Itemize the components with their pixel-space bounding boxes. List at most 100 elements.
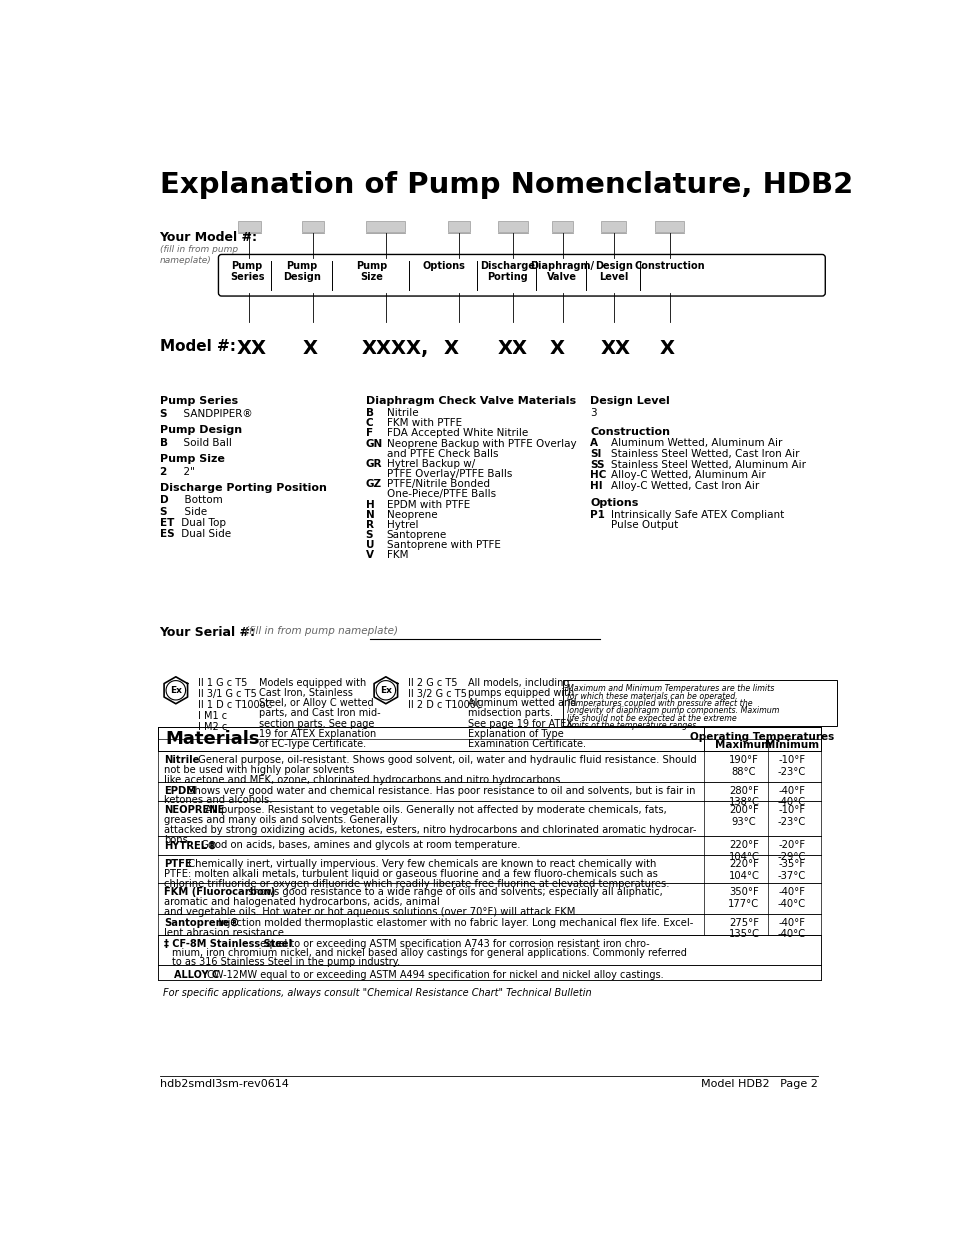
- Text: GZ: GZ: [365, 479, 381, 489]
- Text: Model HDB2   Page 2: Model HDB2 Page 2: [700, 1079, 818, 1089]
- Text: GN: GN: [365, 438, 382, 448]
- Text: SANDPIPER®: SANDPIPER®: [176, 409, 252, 419]
- Bar: [551, 221, 573, 232]
- Text: ‡ CF-8M Stainless Steel: ‡ CF-8M Stainless Steel: [164, 940, 292, 950]
- Text: 2: 2: [159, 467, 167, 477]
- Text: ES: ES: [159, 529, 174, 538]
- Text: to as 316 Stainless Steel in the pump industry.: to as 316 Stainless Steel in the pump in…: [172, 957, 399, 967]
- Text: II 2 D c T1000C: II 2 D c T1000C: [407, 700, 481, 710]
- Text: F: F: [365, 429, 373, 438]
- Text: PTFE: PTFE: [164, 860, 192, 869]
- Text: Pump
Series: Pump Series: [230, 261, 264, 283]
- Text: Construction: Construction: [590, 426, 670, 436]
- Text: chlorine trifluoride or oxygen difluoride which readily liberate free fluorine a: chlorine trifluoride or oxygen difluorid…: [164, 878, 669, 889]
- Bar: [237, 221, 261, 232]
- Text: See page 19 for ATEX: See page 19 for ATEX: [468, 719, 573, 729]
- Text: D: D: [159, 495, 168, 505]
- Text: Pump Design: Pump Design: [159, 425, 241, 435]
- FancyBboxPatch shape: [218, 254, 824, 296]
- Text: Ex: Ex: [379, 685, 392, 695]
- Text: Steel, or Alloy C wetted: Steel, or Alloy C wetted: [258, 698, 373, 709]
- Text: Examination Certificate.: Examination Certificate.: [468, 739, 585, 748]
- Text: and PTFE Check Balls: and PTFE Check Balls: [386, 448, 497, 458]
- Text: Your Model #:: Your Model #:: [159, 231, 257, 245]
- Text: aromatic and halogenated hydrocarbons, acids, animal: aromatic and halogenated hydrocarbons, a…: [164, 897, 439, 906]
- Text: Explanation of Type: Explanation of Type: [468, 729, 563, 739]
- Text: Aluminum wetted and: Aluminum wetted and: [468, 698, 576, 709]
- Text: -35°F
-37°C: -35°F -37°C: [777, 860, 805, 881]
- Bar: [158, 802, 821, 836]
- Text: Ex: Ex: [170, 685, 182, 695]
- Text: Side: Side: [178, 506, 207, 516]
- Text: Construction: Construction: [634, 261, 704, 270]
- Text: Shows very good water and chemical resistance. Has poor resistance to oil and so: Shows very good water and chemical resis…: [181, 785, 695, 795]
- Bar: [447, 221, 469, 232]
- Text: X: X: [443, 340, 458, 358]
- Text: II 2 G c T5: II 2 G c T5: [407, 678, 456, 688]
- Text: I M2 c: I M2 c: [198, 721, 228, 731]
- Text: Options: Options: [422, 261, 465, 270]
- Text: Aluminum Wetted, Aluminum Air: Aluminum Wetted, Aluminum Air: [610, 438, 781, 448]
- Text: (fill in from pump
nameplate): (fill in from pump nameplate): [159, 246, 237, 264]
- Text: Good on acids, bases, amines and glycols at room temperature.: Good on acids, bases, amines and glycols…: [194, 841, 519, 851]
- Text: 190°F
88°C: 190°F 88°C: [728, 756, 758, 777]
- Text: Pump
Design: Pump Design: [283, 261, 321, 283]
- Text: HI: HI: [590, 480, 602, 492]
- Text: Maximum and Minimum Temperatures are the limits: Maximum and Minimum Temperatures are the…: [567, 684, 774, 693]
- Bar: [158, 935, 821, 965]
- Text: Minimum: Minimum: [764, 740, 819, 750]
- Text: N: N: [365, 510, 375, 520]
- Text: ALLOY C: ALLOY C: [173, 969, 218, 979]
- Text: -20°F
-29°C: -20°F -29°C: [777, 841, 805, 862]
- Text: 3: 3: [590, 408, 597, 419]
- Text: All models, including: All models, including: [468, 678, 569, 688]
- Text: Pulse Output: Pulse Output: [610, 520, 678, 530]
- Text: Santoprene: Santoprene: [386, 530, 446, 540]
- Text: Stainless Steel Wetted, Aluminum Air: Stainless Steel Wetted, Aluminum Air: [610, 459, 804, 469]
- Text: midsection parts.: midsection parts.: [468, 709, 553, 719]
- Text: XX: XX: [236, 340, 267, 358]
- Text: Explanation of Pump Nomenclature, HDB2: Explanation of Pump Nomenclature, HDB2: [159, 172, 852, 199]
- Text: S: S: [159, 506, 167, 516]
- Text: Neoprene: Neoprene: [386, 510, 436, 520]
- Text: Cast Iron, Stainless: Cast Iron, Stainless: [258, 688, 353, 698]
- Bar: [158, 883, 821, 914]
- Text: Maximum: Maximum: [715, 740, 772, 750]
- Text: R: R: [365, 520, 374, 530]
- Text: Nitrile: Nitrile: [164, 756, 199, 766]
- Text: pumps equipped with: pumps equipped with: [468, 688, 574, 698]
- Text: Hytrel: Hytrel: [386, 520, 417, 530]
- Text: FKM: FKM: [386, 551, 408, 561]
- Text: PTFE Overlay/PTFE Balls: PTFE Overlay/PTFE Balls: [386, 469, 512, 479]
- Text: and vegetable oils. Hot water or hot aqueous solutions (over 70°F) will attack F: and vegetable oils. Hot water or hot aqu…: [164, 906, 578, 916]
- Bar: [158, 836, 821, 855]
- Text: FKM (Fluorocarbon): FKM (Fluorocarbon): [164, 888, 275, 898]
- Text: -40°F
-40°C: -40°F -40°C: [777, 785, 805, 808]
- Text: Chemically inert, virtually impervious. Very few chemicals are known to react ch: Chemically inert, virtually impervious. …: [181, 860, 656, 869]
- Text: Nitrile: Nitrile: [386, 408, 417, 419]
- Text: Pump Size: Pump Size: [159, 454, 224, 464]
- Text: Discharge Porting Position: Discharge Porting Position: [159, 483, 326, 493]
- Bar: [366, 221, 405, 232]
- Text: attacked by strong oxidizing acids, ketones, esters, nitro hydrocarbons and chlo: attacked by strong oxidizing acids, keto…: [164, 825, 696, 835]
- Text: longevity of diaphragm pump components. Maximum: longevity of diaphragm pump components. …: [567, 706, 779, 715]
- Text: Design
Level: Design Level: [594, 261, 632, 283]
- Bar: [158, 782, 821, 802]
- Text: parts, and Cast Iron mid-: parts, and Cast Iron mid-: [258, 709, 380, 719]
- Text: Neoprene Backup with PTFE Overlay: Neoprene Backup with PTFE Overlay: [386, 438, 576, 448]
- Text: Materials: Materials: [166, 730, 260, 748]
- Text: II 1 G c T5: II 1 G c T5: [198, 678, 248, 688]
- Text: ketones and alcohols.: ketones and alcohols.: [164, 795, 273, 805]
- Text: Dual Top: Dual Top: [178, 517, 226, 527]
- Text: Diaphragm/
Valve: Diaphragm/ Valve: [529, 261, 593, 283]
- Text: X: X: [659, 340, 674, 358]
- Text: One-Piece/PTFE Balls: One-Piece/PTFE Balls: [386, 489, 496, 499]
- Text: S: S: [365, 530, 373, 540]
- Text: Discharge
Porting: Discharge Porting: [479, 261, 535, 283]
- Text: Santoprene®: Santoprene®: [164, 918, 239, 927]
- Text: Models equipped with: Models equipped with: [258, 678, 366, 688]
- Text: I M1 c: I M1 c: [198, 711, 227, 721]
- Text: 275°F
135°C: 275°F 135°C: [728, 918, 759, 940]
- Text: II 3/2 G c T5: II 3/2 G c T5: [407, 689, 466, 699]
- Text: 2": 2": [176, 467, 194, 477]
